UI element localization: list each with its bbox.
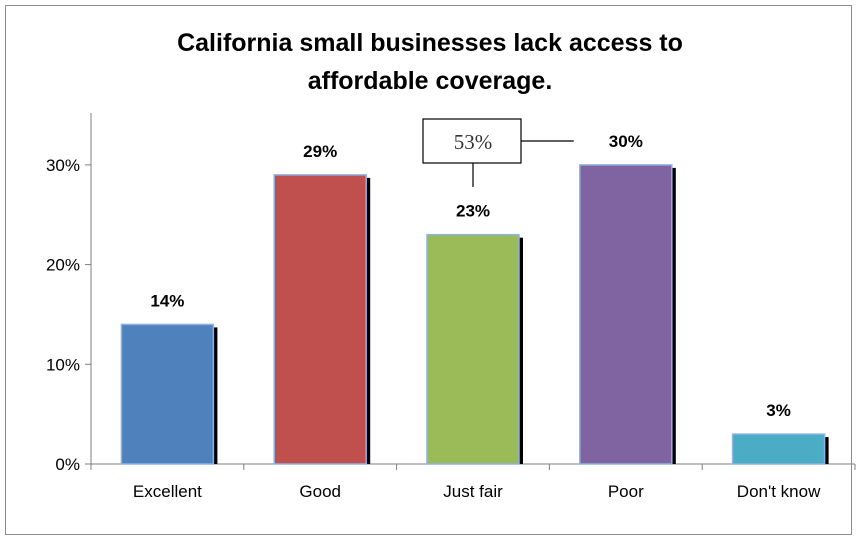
y-tick-label: 30% — [46, 156, 80, 175]
labels: 0% 10% 20% 30% 14% Excellent 29% Good 23% Just fa… — [46, 132, 821, 501]
chart-title-line-2: affordable coverage. — [307, 67, 553, 95]
category-label: Don't know — [737, 482, 821, 501]
callout: 53% — [422, 118, 574, 187]
data-label: 30% — [609, 132, 643, 151]
bar — [273, 174, 367, 465]
y-tick-label: 0% — [55, 455, 80, 474]
data-label: 29% — [303, 142, 337, 161]
bar — [120, 323, 215, 465]
bar — [579, 164, 673, 465]
callout-box — [422, 118, 522, 164]
y-tick-label: 10% — [46, 355, 80, 374]
bar — [731, 433, 826, 465]
data-label: 14% — [150, 291, 184, 310]
callout-label: 53% — [454, 130, 493, 154]
y-tick-label: 20% — [46, 256, 80, 275]
data-label: 23% — [456, 202, 490, 221]
category-label: Just fair — [443, 482, 503, 501]
chart-title-line-1: California small businesses lack access … — [177, 29, 683, 57]
category-label: Excellent — [133, 482, 202, 501]
category-label: Poor — [608, 482, 644, 501]
category-label: Good — [299, 482, 341, 501]
data-label: 3% — [766, 401, 791, 420]
bars — [120, 164, 829, 465]
bar — [426, 233, 520, 465]
